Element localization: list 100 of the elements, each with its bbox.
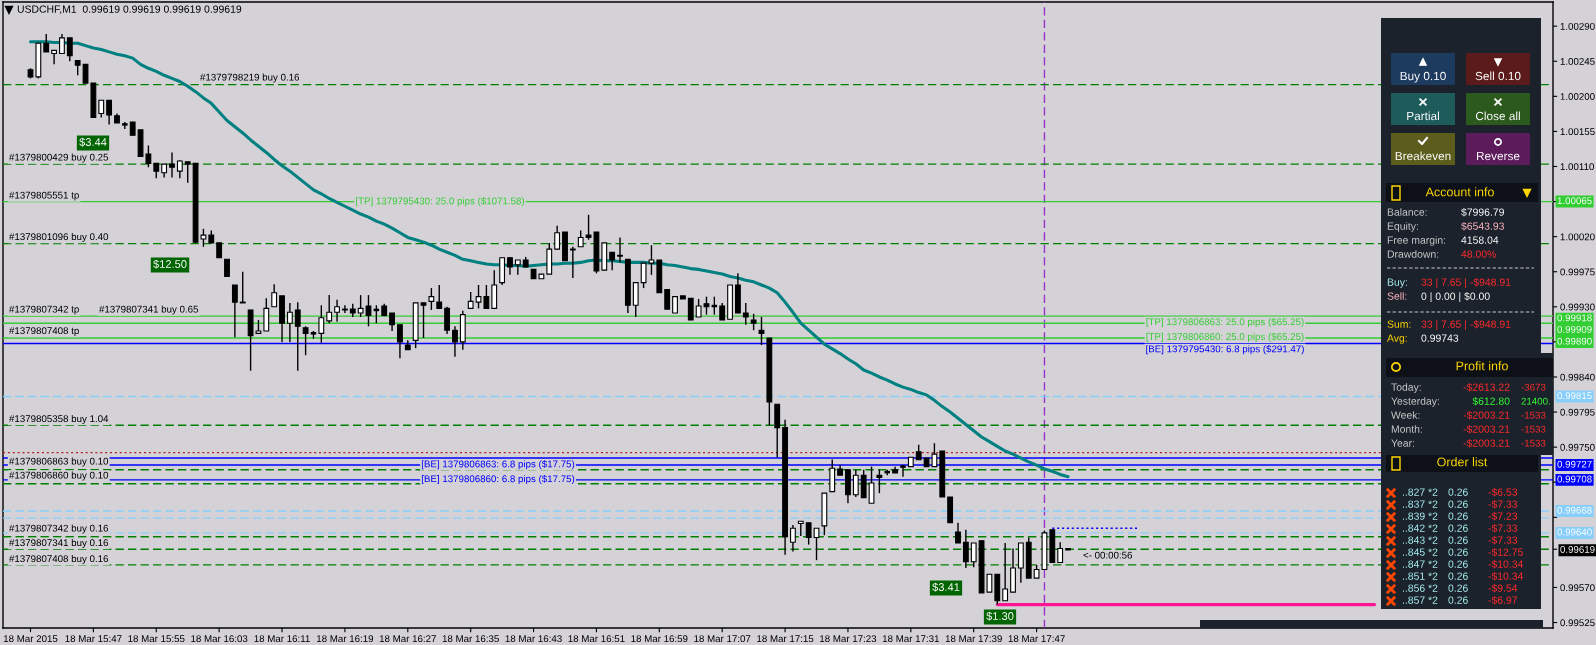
y-tick-label: 0.99975 [1560,268,1595,276]
annotation: 0.26 [1448,584,1468,592]
annotation: Free margin: [1387,236,1446,246]
candlestick [876,469,883,494]
annotation: ..856 *2 [1402,584,1438,592]
x-tick-label: 18 Mar 16:27 [379,635,436,643]
annotation: Close all [1475,111,1520,121]
candlestick [962,529,969,569]
y-tick-label: 0.99795 [1560,408,1595,416]
candlestick [829,458,836,493]
x-tick-label: 18 Mar 17:23 [820,635,877,643]
annotation: ..845 *2 [1402,548,1438,556]
annotation: Sell: [1387,292,1407,300]
annotation: -3673 [1521,383,1546,391]
candlestick [742,302,749,326]
candlestick [169,151,175,179]
annotation: #1379798219 buy 0.16 [200,73,300,83]
annotation: Buy: [1387,278,1407,288]
annotation: 0.26 [1448,548,1468,556]
annotation: ..839 *2 [1402,512,1438,520]
annotation: ..847 *2 [1402,560,1438,568]
annotation: -$7.33 [1488,523,1518,533]
annotation: Sum: [1387,320,1411,328]
candlestick [341,304,348,314]
ref-line-label: 0.99727 [1557,460,1592,468]
annotation: -$7.33 [1488,535,1518,545]
candlestick [1002,542,1009,602]
x-tick-label: 18 Mar 16:51 [568,635,625,643]
annotation: #1379800429 buy 0.25 [9,153,109,163]
annotation: 0.26 [1448,560,1468,568]
annotation: #1379801096 buy 0.40 [9,232,109,243]
annotation: 48.00% [1461,250,1496,258]
annotation: -$2003.21 [1463,410,1510,420]
candlestick [184,161,191,184]
annotation: 4158.04 [1461,236,1499,244]
y-tick-label: 0.99570 [1560,584,1595,592]
annotation: #1379807342 tp [9,305,79,315]
candlestick [302,325,309,356]
candlestick [318,304,325,344]
candlestick [326,294,333,324]
annotation: #1379806860 buy 0.10 [9,471,109,481]
ref-line-label: 0.99668 [1557,506,1592,514]
candlestick [632,281,639,318]
annotation: Year: [1391,439,1414,447]
candlestick [970,542,977,568]
annotation: [BE] 1379795430: 6.8 pips ($291.47) [1146,344,1304,355]
candlestick [231,284,238,338]
annotation: -$12.75 [1488,547,1523,557]
x-tick-label: 18 Mar 16:11 [254,635,310,643]
annotation: 0.26 [1448,500,1468,508]
annotation: -1533 [1521,425,1546,433]
annotation: [TP] 1379806860: 25.0 pips ($65.25) [1146,332,1304,342]
candlestick [106,99,113,126]
chart-title: USDCHF,M1 0.99619 0.99619 0.99619 0.99619 [17,5,242,15]
annotation: 21400. [1521,397,1550,405]
annotation: 0.26 [1448,488,1468,496]
annotation: 0.26 [1448,596,1468,604]
annotation: -$2003.21 [1463,424,1510,434]
candlestick [59,33,65,55]
y-tick-label: 0.99525 [1560,619,1595,627]
annotation: [BE] 1379806860: 6.8 pips ($17.75) [421,474,575,485]
annotation: ..842 *2 [1402,524,1438,532]
annotation: -$2003.21 [1463,438,1510,448]
x-tick-label: 18 Mar 15:55 [128,635,185,643]
annotation: 0.26 [1448,536,1468,544]
annotation: -$6.53 [1488,487,1518,497]
annotation: #1379807342 buy 0.16 [9,524,109,534]
x-tick-label: 18 Mar 15:47 [65,635,122,643]
annotation: 0 | 0.00 | $0.00 [1421,292,1490,302]
annotation: $12.50 [153,259,187,269]
ref-line-label: 0.99815 [1557,392,1592,400]
candlestick [955,522,961,544]
annotation: #1379807341 buy 0.65 [99,305,199,315]
annotation: ..837 *2 [1402,500,1438,508]
x-tick-label: 18 Mar 16:59 [631,635,688,643]
annotation: $1.30 [986,611,1014,621]
ref-line-label: 0.99918 [1557,314,1592,322]
candlestick [286,302,293,343]
x-tick-label: 18 Mar 17:15 [757,635,814,643]
y-tick-label: 0.99750 [1560,443,1595,451]
candlestick [664,288,671,310]
annotation: -$6.97 [1488,595,1518,605]
annotation: $3.44 [79,137,107,147]
x-tick-label: 18 Mar 16:35 [442,635,499,643]
annotation: Balance: [1387,208,1427,216]
candlestick [271,283,278,308]
annotation: Month: [1391,425,1422,433]
candlestick [1057,541,1064,564]
annotation: -$7.33 [1488,499,1518,509]
annotation: 0.99743 [1421,334,1459,342]
y-tick-label: 0.99840 [1560,373,1595,381]
y-tick-label: 1.00155 [1560,128,1595,136]
annotation: 0.26 [1448,512,1468,520]
annotation: 33 | 7.65 | -$948.91 [1421,278,1511,288]
x-tick-label: 18 Mar 16:03 [191,635,248,643]
y-tick-label: 1.00245 [1560,57,1595,65]
annotation: 0.26 [1448,524,1468,532]
candlestick [617,236,623,264]
annotation: #1379807341 buy 0.16 [9,538,109,549]
annotation: Week: [1391,411,1420,419]
